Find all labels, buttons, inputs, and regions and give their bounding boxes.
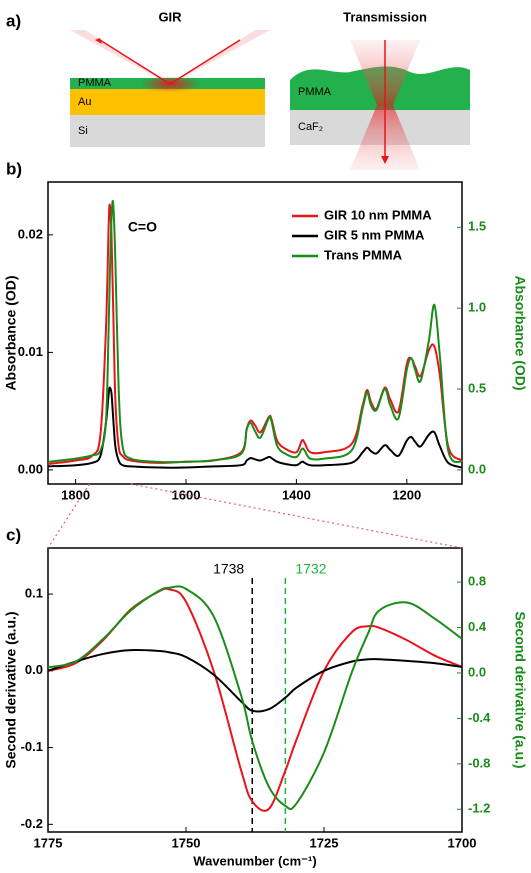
y-axis-label: Second derivative (a.u.) (3, 611, 19, 768)
y2-tick-label: 0.0 (468, 664, 486, 679)
legend-label: Trans PMMA (324, 247, 403, 262)
y-tick-label: -0.1 (21, 739, 43, 754)
marker-label: 1732 (295, 561, 326, 577)
y-tick-label: 0.1 (25, 585, 43, 600)
y2-tick-label: 1.5 (468, 219, 486, 234)
y2-tick-label: -0.8 (468, 755, 490, 770)
layer-label: CaF₂ (298, 121, 323, 133)
y2-axis-label: Absorbance (OD) (512, 275, 528, 390)
zoom-connector (130, 483, 463, 549)
beam-in (169, 39, 241, 85)
y2-tick-label: 0.0 (468, 461, 486, 476)
series-line (47, 587, 463, 812)
layer-si (70, 115, 265, 147)
chart: b)18001600140012000.000.010.020.00.51.01… (3, 159, 529, 502)
diagram-title: Transmission (343, 9, 427, 24)
x-tick-label: 1750 (172, 835, 201, 850)
x-axis-label: Wavenumber (cm⁻¹) (193, 853, 316, 868)
layer-label: PMMA (78, 77, 112, 89)
annotation: C=O (128, 219, 157, 235)
layer-label: Au (78, 96, 91, 108)
x-tick-label: 1800 (61, 487, 90, 502)
layer-label: PMMA (298, 86, 332, 98)
x-tick-label: 1400 (282, 487, 311, 502)
y-tick-label: 0.0 (25, 662, 43, 677)
panel-label: a) (6, 11, 21, 30)
y2-tick-label: 0.5 (468, 380, 486, 395)
y-tick-label: 0.01 (18, 344, 43, 359)
diagram-title: GIR (158, 9, 182, 24)
y2-tick-label: -1.2 (468, 801, 490, 816)
y-tick-label: 0.00 (18, 461, 43, 476)
y2-axis-label: Second derivative (a.u.) (512, 611, 528, 768)
y-tick-label: -0.2 (21, 816, 43, 831)
y2-tick-label: -0.4 (468, 710, 491, 725)
y2-tick-label: 1.0 (468, 300, 486, 315)
series-line (47, 386, 463, 469)
layer-label: Si (78, 125, 88, 137)
panel-a: a) GIR Transmission PMMA Au Si PMMA CaF₂ (6, 9, 470, 170)
arrow (381, 156, 389, 164)
y-axis-label: Absorbance (OD) (3, 275, 19, 390)
y2-tick-label: 0.8 (468, 574, 486, 589)
arrow (95, 38, 102, 44)
x-tick-label: 1725 (310, 835, 339, 850)
plot-frame (47, 547, 463, 833)
legend-label: GIR 5 nm PMMA (324, 227, 425, 242)
beam-out (99, 39, 171, 85)
series-line (47, 585, 463, 811)
x-tick-label: 1700 (448, 835, 477, 850)
layer-au (70, 89, 265, 115)
y2-tick-label: 0.4 (468, 619, 487, 634)
series-line (47, 200, 463, 464)
panel-label: c) (6, 525, 21, 544)
x-tick-label: 1775 (34, 835, 63, 850)
series-line (47, 648, 463, 713)
y-tick-label: 0.02 (18, 226, 43, 241)
beam (70, 30, 270, 85)
panel-label: b) (6, 159, 22, 178)
marker-label: 1738 (213, 561, 244, 577)
plot-frame (47, 181, 463, 485)
legend-label: GIR 10 nm PMMA (324, 207, 432, 222)
x-tick-label: 1200 (392, 487, 421, 502)
chart: c) 1775 1750 1725 1700 -0.2 -0.1 0.0 0.1 -1.2 -0.8… (3, 525, 529, 868)
